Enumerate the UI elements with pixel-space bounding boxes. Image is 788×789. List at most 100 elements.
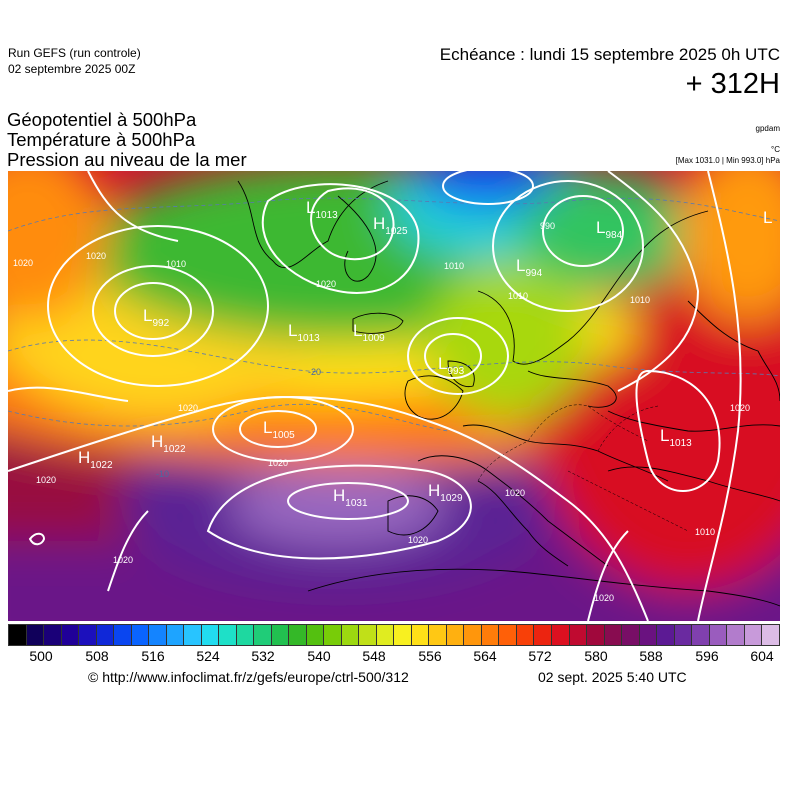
isobar-label: 1010: [166, 259, 186, 269]
colorbar-cell: [394, 625, 412, 645]
colorbar-tick-label: 524: [196, 648, 220, 664]
unit-temperature: °C: [771, 145, 780, 154]
colorbar-cell: [44, 625, 62, 645]
colorbar-cell: [692, 625, 710, 645]
isobar-label: 1010: [444, 261, 464, 271]
colorbar-tick-label: 500: [29, 648, 53, 664]
colorbar-cell: [744, 625, 763, 645]
low-pressure-center: L1009: [353, 321, 385, 344]
colorbar-tick-label: 564: [473, 648, 497, 664]
forecast-valid-time: Echéance : lundi 15 septembre 2025 0h UT…: [439, 45, 780, 64]
colorbar-cell: [411, 625, 430, 645]
isobar-label: 1020: [86, 251, 106, 261]
colorbar-cell: [96, 625, 115, 645]
colorbar-tick-label: 580: [584, 648, 608, 664]
colorbar-cell: [569, 625, 588, 645]
colorbar-cell: [324, 625, 342, 645]
isobar-label: 1020: [36, 475, 56, 485]
forecast-hours: + 312H: [685, 68, 780, 100]
colorbar-cell: [709, 625, 728, 645]
low-pressure-center: L992: [143, 306, 170, 329]
run-date: 02 septembre 2025 00Z: [8, 62, 136, 76]
colorbar-cell: [762, 625, 779, 645]
colorbar-tick-label: 604: [750, 648, 774, 664]
colorbar-cell: [26, 625, 45, 645]
colorbar-cell: [516, 625, 535, 645]
coastlines: [237, 180, 780, 607]
high-pressure-center: H1029: [428, 481, 463, 504]
colorbar-cell: [587, 625, 605, 645]
colorbar-tick-label: 588: [639, 648, 663, 664]
colorbar-cell: [271, 625, 290, 645]
title-geopotential: Géopotentiel à 500hPa: [7, 109, 197, 130]
unit-geopotential: gpdam: [755, 124, 780, 133]
colorbar-tick-label: 556: [418, 648, 442, 664]
colorbar-cell: [131, 625, 150, 645]
low-pressure-center: L1013: [288, 321, 320, 344]
isobar-label: 1020: [730, 403, 750, 413]
low-pressure-center: L1005: [263, 418, 295, 441]
isobars: [8, 171, 742, 621]
colorbar-tick-label: 596: [695, 648, 719, 664]
low-pressure-center: L984: [596, 218, 623, 241]
colorbar-cell: [79, 625, 97, 645]
field-azores-core: [228, 466, 448, 546]
pressure-max-min: [Max 1031.0 | Min 993.0] hPa: [675, 156, 780, 165]
temperature-label: -20: [308, 367, 321, 377]
isobar-label: 990: [540, 221, 555, 231]
colorbar-cell: [376, 625, 395, 645]
generated-time: 02 sept. 2025 5:40 UTC: [538, 669, 687, 685]
colorbar: [8, 624, 780, 646]
high-pressure-center: H1022: [78, 448, 113, 471]
title-pressure: Pression au niveau de la mer: [7, 149, 247, 170]
colorbar-tick-label: 572: [528, 648, 552, 664]
isobar-label: 1020: [594, 593, 614, 603]
colorbar-cell: [149, 625, 167, 645]
colorbar-tick-label: 548: [362, 648, 386, 664]
colorbar-cell: [674, 625, 693, 645]
isobar-label: 1020: [268, 458, 288, 468]
title-temperature: Température à 500hPa: [7, 129, 196, 150]
colorbar-cell: [289, 625, 307, 645]
borders: [477, 404, 689, 532]
colorbar-cell: [236, 625, 255, 645]
low-pressure-center: L994: [516, 256, 543, 279]
colorbar-cell: [464, 625, 482, 645]
high-pressure-center: H1031: [333, 486, 368, 509]
colorbar-cell: [657, 625, 675, 645]
colorbar-tick-label: 540: [307, 648, 331, 664]
weather-map: 1020 1010 1020 1010 990 1010 1020 1020 1020 1020 1…: [8, 171, 780, 621]
low-pressure-center: L: [763, 208, 772, 227]
isobar-label: 1020: [113, 555, 133, 565]
field-ne-orange: [678, 171, 780, 321]
colorbar-tick-label: 508: [85, 648, 109, 664]
temperature-isotherms: [8, 197, 780, 432]
isobar-label: 1020: [505, 488, 525, 498]
isobar-label: 1020: [408, 535, 428, 545]
low-pressure-center: L1013: [660, 426, 692, 449]
colorbar-cell: [61, 625, 80, 645]
field-nw-orange: [8, 171, 108, 321]
colorbar-cell: [219, 625, 237, 645]
colorbar-cell: [9, 625, 27, 645]
colorbar-cell: [446, 625, 465, 645]
high-pressure-center: H1022: [151, 432, 186, 455]
colorbar-cell: [254, 625, 272, 645]
colorbar-cell: [622, 625, 640, 645]
colorbar-cell: [551, 625, 570, 645]
temperature-label: -10: [156, 469, 169, 479]
high-pressure-center: H1025: [373, 214, 408, 237]
colorbar-cell: [201, 625, 220, 645]
copyright-url: © http://www.infoclimat.fr/z/gefs/europe…: [88, 669, 409, 685]
isobar-label: 1010: [508, 291, 528, 301]
colorbar-cell: [534, 625, 552, 645]
colorbar-cell: [341, 625, 360, 645]
colorbar-tick-label: 516: [141, 648, 165, 664]
colorbar-tick-label: 532: [251, 648, 275, 664]
colorbar-cell: [639, 625, 658, 645]
colorbar-cell: [499, 625, 517, 645]
colorbar-cell: [114, 625, 132, 645]
isobar-label: 1020: [178, 403, 198, 413]
isobar-label: 1020: [13, 258, 33, 268]
colorbar-ticks: 500 508 516 524 532 540 548 556 564 572 580 588 596 6…: [8, 648, 780, 668]
